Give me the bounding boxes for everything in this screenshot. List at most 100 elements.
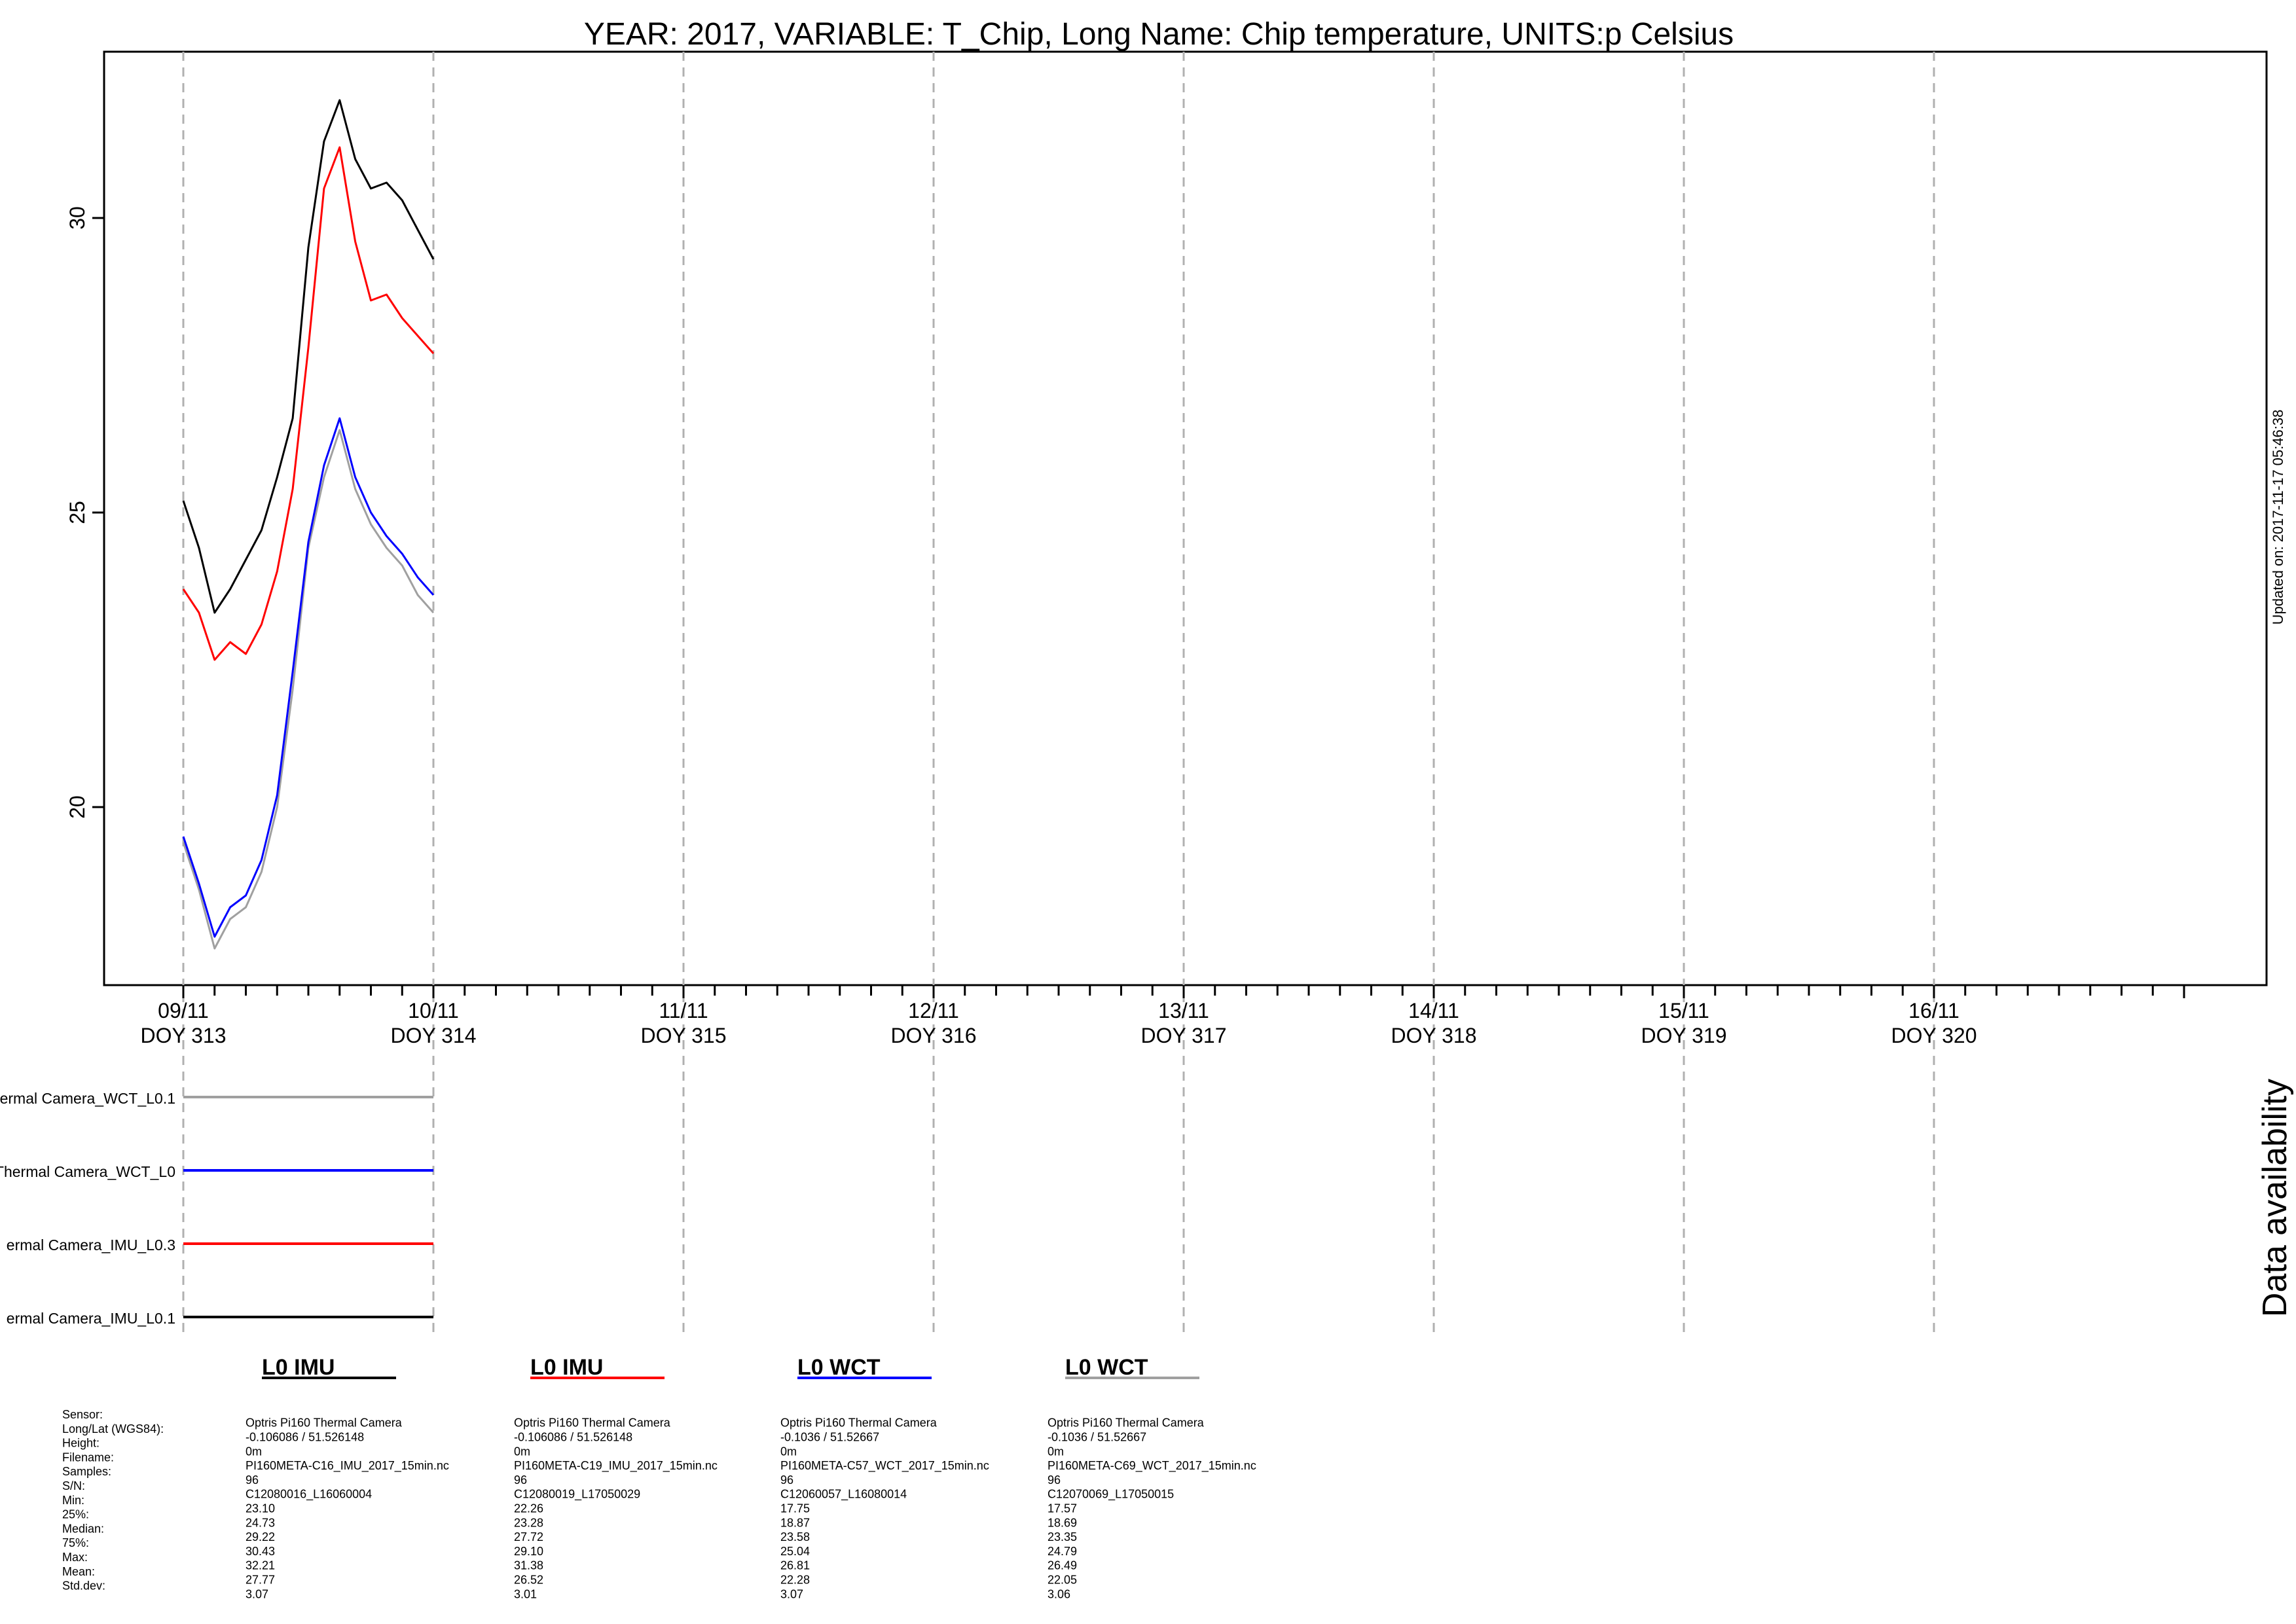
stats-value: 24.79 [1048, 1545, 1077, 1558]
x-tick-label-doy: DOY 320 [1891, 1024, 1977, 1047]
stats-value: 3.01 [514, 1587, 537, 1600]
stats-value: 23.58 [780, 1530, 810, 1543]
stats-value: 27.72 [514, 1530, 543, 1543]
x-tick-label-doy: DOY 315 [640, 1024, 726, 1047]
stats-value: 96 [246, 1473, 259, 1487]
stats-value: 27.77 [246, 1574, 275, 1587]
data-availability-panel: ermal Camera_WCT_L0.1 Thermal Camera_WCT_… [0, 1090, 433, 1327]
stats-value: -0.106086 / 51.526148 [246, 1431, 364, 1444]
stats-label: Sensor: [62, 1408, 103, 1421]
stats-value: 3.07 [780, 1587, 803, 1600]
stats-value: PI160META-C69_WCT_2017_15min.nc [1048, 1459, 1256, 1473]
stats-value: 96 [1048, 1473, 1061, 1487]
x-tick-label-date: 16/11 [1908, 999, 1959, 1022]
stats-value: PI160META-C16_IMU_2017_15min.nc [246, 1459, 449, 1473]
stats-value: -0.106086 / 51.526148 [514, 1431, 632, 1444]
stats-label: S/N: [62, 1479, 85, 1492]
stats-value: Optris Pi160 Thermal Camera [780, 1416, 938, 1430]
stats-label: Mean: [62, 1565, 95, 1578]
stats-value: -0.1036 / 51.52667 [780, 1431, 879, 1444]
stats-label: Std.dev: [62, 1579, 105, 1593]
stats-value: 22.05 [1048, 1574, 1077, 1587]
availability-title: Data availability [2256, 1079, 2294, 1317]
series-line-3 [182, 417, 435, 938]
stats-value: 0m [246, 1445, 262, 1458]
stats-value: C12060057_L16080014 [780, 1488, 907, 1502]
x-tick-label-doy: DOY 313 [140, 1024, 226, 1047]
stats-value: Optris Pi160 Thermal Camera [246, 1416, 403, 1430]
stats-label: Filename: [62, 1451, 114, 1464]
x-tick-label-date: 09/11 [158, 999, 209, 1022]
stats-label: Samples: [62, 1465, 111, 1478]
x-tick-label-date: 14/11 [1408, 999, 1459, 1022]
gridlines [182, 52, 1935, 1335]
stats-value: 23.35 [1048, 1530, 1077, 1543]
stats-value: 96 [780, 1473, 793, 1487]
stats-label: Max: [62, 1551, 88, 1564]
stats-value: 3.07 [246, 1587, 268, 1600]
stats-value: 22.28 [780, 1574, 810, 1587]
availability-row-label: Thermal Camera_WCT_L0 [0, 1163, 175, 1180]
availability-row-label: ermal Camera_IMU_L0.3 [7, 1236, 175, 1254]
stats-value: 96 [514, 1473, 527, 1487]
stats-value: 30.43 [246, 1545, 275, 1558]
stats-value: 0m [514, 1445, 530, 1458]
series-line-1 [182, 99, 435, 614]
y-axis: 20 25 30 [65, 206, 104, 819]
legend-label: L0 WCT [797, 1355, 881, 1380]
legend: L0 IMU L0 IMU L0 WCT L0 WCT [262, 1355, 1199, 1380]
stats-label: 75%: [62, 1536, 89, 1549]
legend-label: L0 IMU [530, 1355, 603, 1380]
availability-row-label: ermal Camera_WCT_L0.1 [0, 1090, 175, 1107]
legend-label: L0 IMU [262, 1355, 335, 1380]
x-tick-label-date: 12/11 [908, 999, 959, 1022]
x-tick-label-doy: DOY 318 [1391, 1024, 1476, 1047]
series-line-2 [182, 146, 435, 661]
y-tick-label: 30 [65, 206, 89, 230]
y-tick-label: 25 [65, 501, 89, 524]
stats-value: 24.73 [246, 1516, 275, 1529]
x-tick-label-date: 13/11 [1158, 999, 1209, 1022]
stats-value: PI160META-C57_WCT_2017_15min.nc [780, 1459, 989, 1473]
availability-row-label: ermal Camera_IMU_L0.1 [7, 1310, 175, 1327]
x-tick-label-doy: DOY 316 [890, 1024, 976, 1047]
stats-label: Min: [62, 1494, 84, 1507]
stats-value: Optris Pi160 Thermal Camera [514, 1416, 671, 1430]
stats-value: C12080019_L17050029 [514, 1488, 640, 1502]
stats-value: 26.52 [514, 1574, 543, 1587]
stats-value: 0m [1048, 1445, 1064, 1458]
x-tick-label-date: 15/11 [1658, 999, 1709, 1022]
stats-value: 18.69 [1048, 1516, 1077, 1529]
stats-value: 23.28 [514, 1516, 543, 1529]
statistics-table: Sensor:Long/Lat (WGS84): Height:Filename:… [62, 1408, 1256, 1600]
stats-value: 3.06 [1048, 1587, 1070, 1600]
stats-value: C12080016_L16060004 [246, 1488, 372, 1502]
stats-value: Optris Pi160 Thermal Camera [1048, 1416, 1205, 1430]
series-lines [182, 99, 435, 950]
x-tick-label-doy: DOY 317 [1140, 1024, 1226, 1047]
stats-value: 17.57 [1048, 1502, 1077, 1515]
stats-value: -0.1036 / 51.52667 [1048, 1431, 1146, 1444]
stats-value: PI160META-C19_IMU_2017_15min.nc [514, 1459, 718, 1473]
stats-value: 18.87 [780, 1516, 810, 1529]
legend-label: L0 WCT [1065, 1355, 1148, 1380]
stats-value: 22.26 [514, 1502, 543, 1515]
stats-value: 31.38 [514, 1559, 543, 1572]
stats-value: C12070069_L17050015 [1048, 1488, 1174, 1502]
stats-value: 23.10 [246, 1502, 275, 1515]
stats-value: 17.75 [780, 1502, 810, 1515]
series-line-4 [182, 429, 435, 950]
x-tick-label-date: 10/11 [408, 999, 459, 1022]
x-tick-label-doy: DOY 314 [390, 1024, 476, 1047]
stats-value: 29.10 [514, 1545, 543, 1558]
stats-value: 26.81 [780, 1559, 810, 1572]
stats-value: 0m [780, 1445, 797, 1458]
updated-note: Updated on: 2017-11-17 05:46:38 [2270, 410, 2286, 625]
stats-label: Height: [62, 1437, 100, 1450]
stats-label: Long/Lat (WGS84): [62, 1422, 164, 1435]
x-tick-label-date: 11/11 [659, 999, 708, 1022]
stats-value: 29.22 [246, 1530, 275, 1543]
stats-value: 26.49 [1048, 1559, 1077, 1572]
